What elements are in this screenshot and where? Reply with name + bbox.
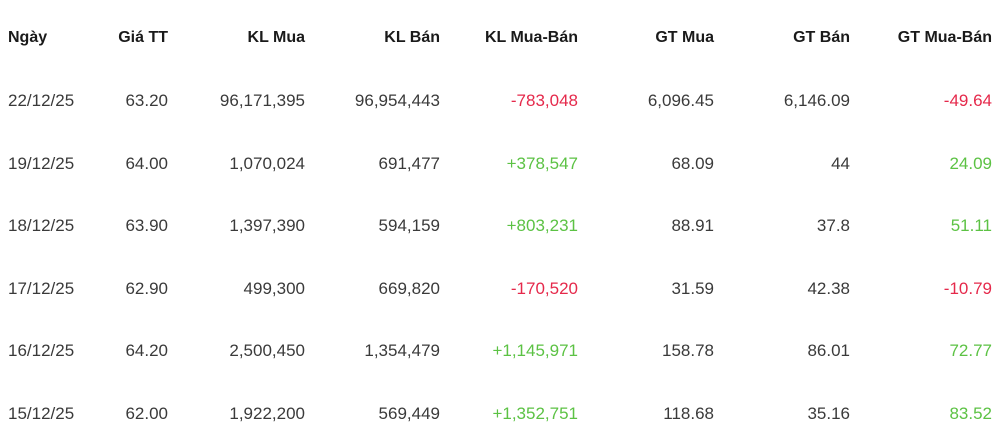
table-cell: 96,954,443 <box>354 91 440 110</box>
table-cell: 63.90 <box>125 216 168 236</box>
table-cell: 594,159 <box>378 216 440 236</box>
table-cell: 31.59 <box>671 278 714 298</box>
table-cell: 2,500,450 <box>229 341 305 361</box>
table-cell: -170,520 <box>510 278 578 298</box>
table-cell: 68.09 <box>671 153 714 173</box>
table-cell: 35.16 <box>807 404 850 423</box>
table-cell: 499,300 <box>243 278 305 298</box>
table-cell: 64.00 <box>125 153 168 173</box>
table-cell: 22/12/25 <box>8 91 75 110</box>
column-header: Giá TT <box>118 29 168 46</box>
table-cell: -49.64 <box>943 91 992 110</box>
table-cell: 18/12/25 <box>8 216 75 236</box>
table-cell: +803,231 <box>506 216 578 236</box>
table-cell: 62.00 <box>125 404 168 423</box>
table-cell: 669,820 <box>378 278 440 298</box>
table-cell: 15/12/25 <box>8 404 75 423</box>
table-cell: 44 <box>831 153 850 173</box>
column-header: KL Mua <box>247 29 305 46</box>
table-cell: 6,146.09 <box>783 91 850 110</box>
table-cell: 96,171,395 <box>219 91 305 110</box>
table-cell: 72.77 <box>949 341 992 361</box>
table-cell: 64.20 <box>125 341 168 361</box>
table-cell: 62.90 <box>125 278 168 298</box>
table-cell: 88.91 <box>671 216 714 236</box>
table-cell: 1,397,390 <box>229 216 305 236</box>
column-header: GT Mua <box>655 29 714 46</box>
table-cell: 691,477 <box>378 153 440 173</box>
column-header: KL Bán <box>384 29 440 46</box>
table-cell: 42.38 <box>807 278 850 298</box>
column-header: GT Mua-Bán <box>897 29 992 46</box>
table-cell: +1,145,971 <box>492 341 578 361</box>
column-header: GT Bán <box>793 29 850 46</box>
column-header: KL Mua-Bán <box>484 29 578 46</box>
table-cell: 6,096.45 <box>647 91 714 110</box>
table-cell: 17/12/25 <box>8 278 75 298</box>
table-cell: 118.68 <box>663 404 714 423</box>
table-cell: 37.8 <box>816 216 850 236</box>
table-cell: 1,922,200 <box>229 404 305 423</box>
column-header: Ngày <box>8 29 48 46</box>
table-cell: 569,449 <box>378 404 440 423</box>
table-cell: 158.78 <box>662 341 714 361</box>
table-cell: -10.79 <box>943 278 992 298</box>
table-cell: 19/12/25 <box>8 153 75 173</box>
table-cell: 16/12/25 <box>8 341 75 361</box>
table-cell: 63.20 <box>125 91 168 110</box>
table-cell: 83.52 <box>949 404 992 423</box>
table-cell: 1,070,024 <box>229 153 305 173</box>
table-cell: -783,048 <box>510 91 578 110</box>
table-cell: 1,354,479 <box>364 341 440 361</box>
table-cell: +378,547 <box>506 153 578 173</box>
table-cell: 24.09 <box>949 153 992 173</box>
table-cell: 86.01 <box>807 341 850 361</box>
table-cell: +1,352,751 <box>492 404 578 423</box>
table-cell: 51.11 <box>950 216 992 236</box>
